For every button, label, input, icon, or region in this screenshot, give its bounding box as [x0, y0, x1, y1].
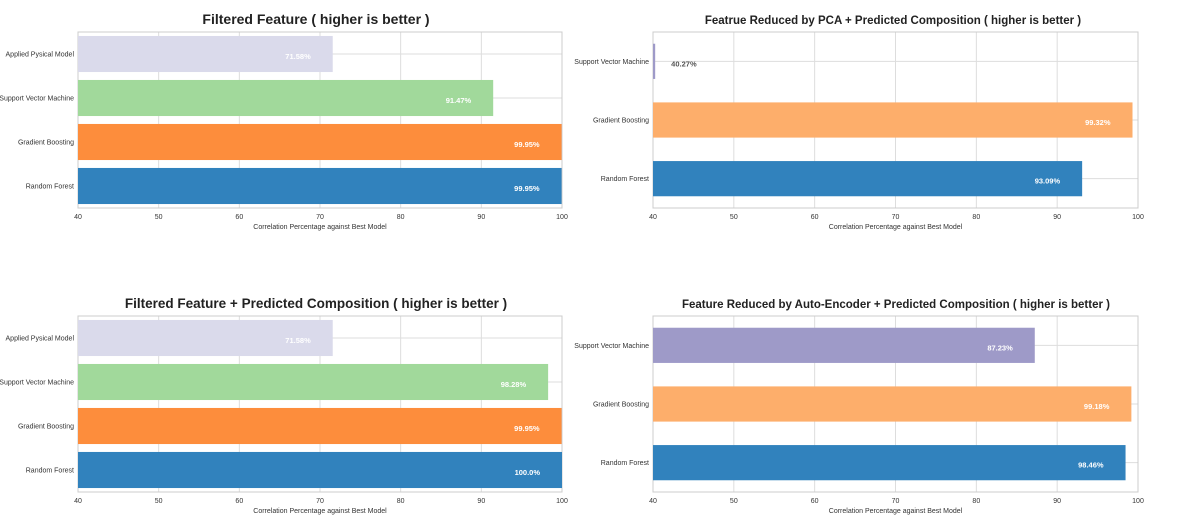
- chart-title: Featrue Reduced by PCA + Predicted Compo…: [705, 15, 1081, 27]
- x-tick-label: 50: [155, 498, 163, 505]
- x-tick-label: 60: [811, 214, 819, 221]
- data-label: 71.58%: [285, 52, 311, 61]
- data-label: 98.46%: [1078, 461, 1104, 470]
- bar: [653, 386, 1132, 422]
- chart-2: Featrue Reduced by PCA + Predicted Compo…: [574, 15, 1144, 231]
- category-label: Random Forest: [26, 468, 74, 475]
- category-label: Gradient Boosting: [593, 402, 649, 409]
- data-label: 99.95%: [514, 140, 540, 149]
- bar: [653, 445, 1126, 481]
- chart-1: Filtered Feature ( higher is better ) 40 5…: [0, 11, 568, 231]
- bar: [653, 161, 1083, 197]
- x-tick-label: 40: [74, 214, 82, 221]
- x-axis-label: Correlation Percentage against Best Mode…: [253, 508, 387, 515]
- bar: [78, 167, 562, 205]
- x-tick-label: 70: [892, 498, 900, 505]
- chart-4: Feature Reduced by Auto-Encoder + Predic…: [574, 299, 1144, 515]
- bar: [78, 123, 562, 161]
- x-tick-label: 100: [556, 214, 568, 221]
- data-label: 99.95%: [514, 184, 540, 193]
- x-tick-label: 50: [730, 498, 738, 505]
- x-tick-label: 40: [74, 498, 82, 505]
- x-tick-label: 40: [649, 214, 657, 221]
- category-label: Random Forest: [601, 176, 649, 183]
- x-tick-label: 60: [235, 498, 243, 505]
- chart-3: Filtered Feature + Predicted Composition…: [0, 296, 568, 515]
- x-tick-label: 90: [477, 214, 485, 221]
- category-label: Gradient Boosting: [593, 118, 649, 125]
- data-label: 99.18%: [1084, 402, 1110, 411]
- x-tick-label: 90: [477, 498, 485, 505]
- x-tick-label: 70: [316, 214, 324, 221]
- x-tick-label: 90: [1053, 498, 1061, 505]
- plot-frame: [77, 315, 563, 493]
- bar: [78, 451, 562, 489]
- x-axis-label: Correlation Percentage against Best Mode…: [253, 224, 387, 231]
- bar: [78, 407, 562, 445]
- bar: [78, 363, 549, 401]
- category-label: Applied Pysical Model: [6, 336, 75, 343]
- plot-frame: [77, 31, 563, 209]
- data-label: 91.47%: [446, 96, 472, 105]
- x-tick-label: 50: [155, 214, 163, 221]
- x-tick-label: 70: [316, 498, 324, 505]
- bar: [78, 79, 494, 117]
- x-tick-label: 40: [649, 498, 657, 505]
- category-label: Applied Pysical Model: [6, 52, 75, 59]
- x-tick-label: 80: [972, 214, 980, 221]
- chart-title: Filtered Feature ( higher is better ): [202, 11, 429, 27]
- category-label: Support Vector Machine: [0, 380, 74, 387]
- bar: [653, 327, 1035, 363]
- x-tick-label: 100: [1132, 498, 1144, 505]
- chart-title: Feature Reduced by Auto-Encoder + Predic…: [682, 299, 1110, 311]
- bar: [78, 319, 333, 357]
- bar: [653, 43, 656, 79]
- x-axis-label: Correlation Percentage against Best Mode…: [829, 224, 963, 231]
- category-label: Gradient Boosting: [18, 140, 74, 147]
- x-tick-label: 80: [972, 498, 980, 505]
- category-label: Support Vector Machine: [0, 96, 74, 103]
- x-tick-label: 100: [1132, 214, 1144, 221]
- x-tick-label: 50: [730, 214, 738, 221]
- data-label: 71.58%: [285, 336, 311, 345]
- x-tick-label: 100: [556, 498, 568, 505]
- category-label: Gradient Boosting: [18, 424, 74, 431]
- x-tick-label: 90: [1053, 214, 1061, 221]
- data-label: 40.27%: [671, 59, 697, 68]
- category-label: Support Vector Machine: [574, 343, 649, 350]
- data-label: 99.32%: [1085, 118, 1111, 127]
- x-tick-label: 60: [811, 498, 819, 505]
- x-tick-label: 70: [892, 214, 900, 221]
- bar: [653, 102, 1133, 138]
- data-label: 100.0%: [515, 468, 541, 477]
- data-label: 99.95%: [514, 424, 540, 433]
- bar: [78, 35, 333, 73]
- x-tick-label: 80: [397, 214, 405, 221]
- x-tick-label: 60: [235, 214, 243, 221]
- x-axis-label: Correlation Percentage against Best Mode…: [829, 508, 963, 515]
- chart-title: Filtered Feature + Predicted Composition…: [125, 296, 507, 311]
- x-tick-label: 80: [397, 498, 405, 505]
- data-label: 93.09%: [1035, 177, 1061, 186]
- data-label: 87.23%: [987, 343, 1013, 352]
- category-label: Support Vector Machine: [574, 59, 649, 66]
- data-label: 98.28%: [501, 380, 527, 389]
- category-label: Random Forest: [26, 184, 74, 191]
- category-label: Random Forest: [601, 460, 649, 467]
